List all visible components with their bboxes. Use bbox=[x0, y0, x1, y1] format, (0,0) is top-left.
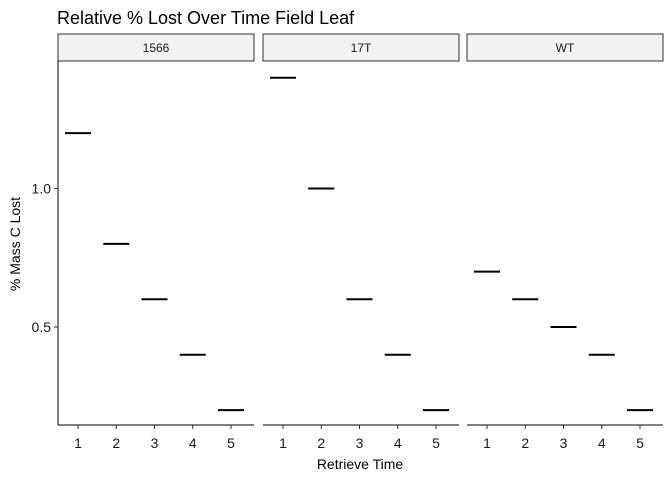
facet-17T: 17T 1 2 3 4 5 bbox=[262, 33, 460, 451]
y-tick-label: 0.5 bbox=[32, 319, 52, 335]
x-axis-title: Retrieve Time bbox=[317, 456, 404, 472]
x-tick-label: 5 bbox=[227, 435, 235, 451]
x-tick-label: 4 bbox=[598, 435, 606, 451]
x-tick-label: 2 bbox=[317, 435, 325, 451]
facet-strip-label: WT bbox=[556, 41, 575, 55]
facet-WT: WT 1 2 3 4 5 bbox=[466, 33, 664, 451]
x-tick-label: 1 bbox=[483, 435, 491, 451]
y-axis-title: % Mass C Lost bbox=[7, 197, 23, 291]
x-tick-label: 1 bbox=[279, 435, 287, 451]
facet-panels: 1566 1 2 3 4 5 17T 1 2 3 4 5 WT 1 2 3 4 5 bbox=[57, 33, 664, 451]
y-tick-label: 1.0 bbox=[32, 181, 52, 197]
x-tick-label: 5 bbox=[636, 435, 644, 451]
facet-1566: 1566 1 2 3 4 5 bbox=[57, 33, 255, 451]
x-tick-label: 4 bbox=[394, 435, 402, 451]
facet-strip bbox=[57, 33, 255, 62]
x-tick-label: 3 bbox=[560, 435, 568, 451]
x-tick-label: 1 bbox=[74, 435, 82, 451]
x-tick-label: 2 bbox=[112, 435, 120, 451]
facet-strip bbox=[262, 33, 460, 62]
facet-strip bbox=[466, 33, 664, 62]
x-tick-label: 2 bbox=[521, 435, 529, 451]
y-axis: 0.5 1.0 bbox=[32, 61, 59, 425]
facet-strip-label: 17T bbox=[351, 41, 372, 55]
x-tick-label: 3 bbox=[151, 435, 159, 451]
x-tick-label: 3 bbox=[356, 435, 364, 451]
chart-title: Relative % Lost Over Time Field Leaf bbox=[57, 8, 355, 28]
x-tick-label: 5 bbox=[432, 435, 440, 451]
facet-strip-label: 1566 bbox=[143, 41, 170, 55]
x-tick-label: 4 bbox=[189, 435, 197, 451]
